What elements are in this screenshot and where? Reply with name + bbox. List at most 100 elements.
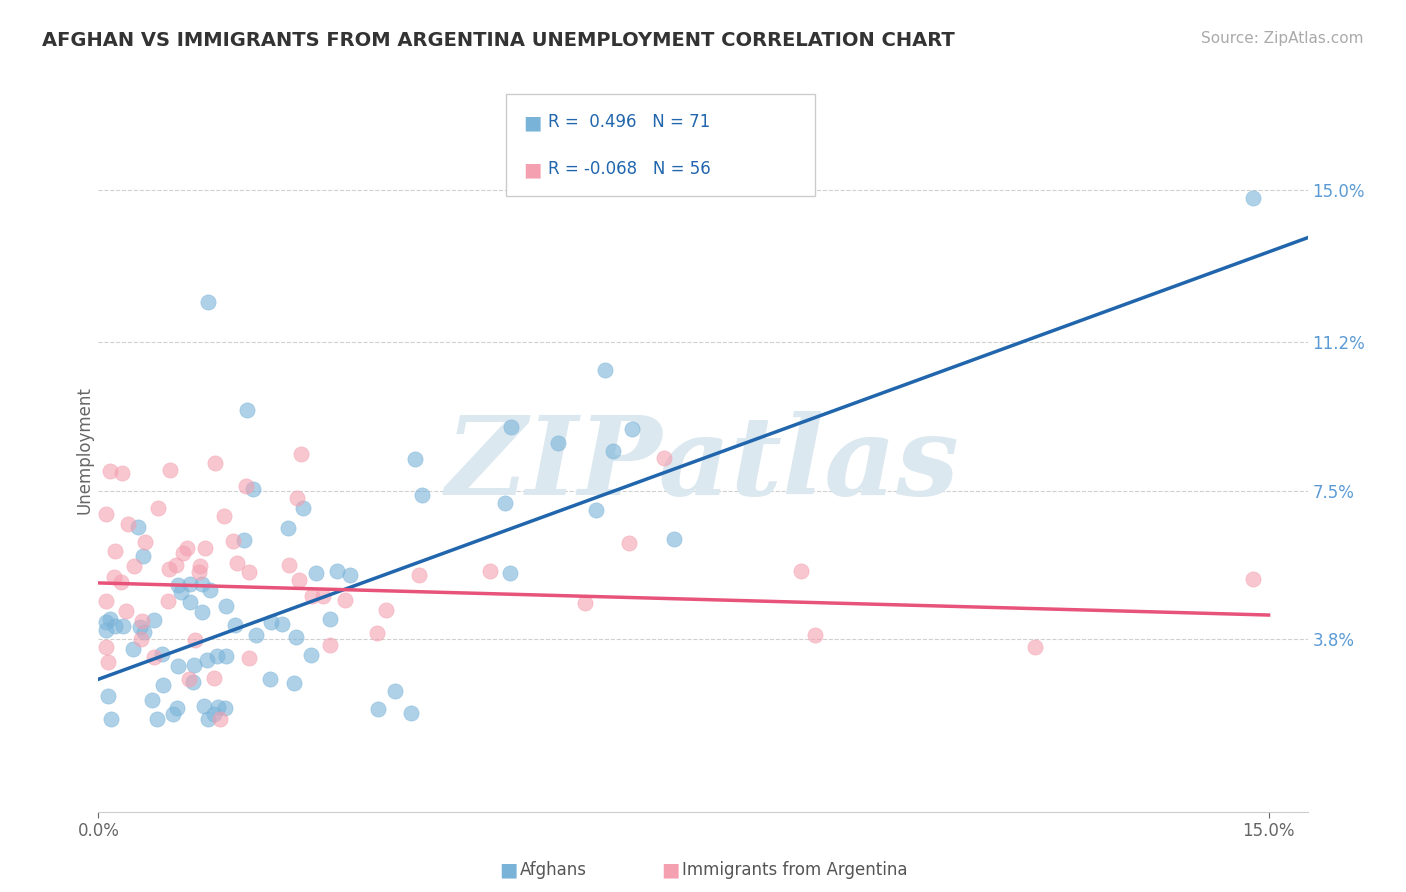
Point xyxy=(291,500,314,515)
Point xyxy=(479,564,502,578)
Point xyxy=(287,491,309,505)
Point xyxy=(134,535,156,549)
Point xyxy=(117,516,139,531)
Point xyxy=(170,585,193,599)
Point xyxy=(245,627,267,641)
Point xyxy=(172,546,194,560)
Point xyxy=(277,521,299,535)
Point xyxy=(585,503,607,517)
Point xyxy=(134,625,156,640)
Point xyxy=(404,452,426,467)
Point xyxy=(152,678,174,692)
Point xyxy=(374,603,396,617)
Point xyxy=(242,482,264,496)
Point xyxy=(184,633,207,648)
Point xyxy=(214,648,236,663)
Point xyxy=(1024,640,1046,655)
Point xyxy=(499,566,522,580)
Point xyxy=(193,699,215,714)
Point xyxy=(127,520,149,534)
Point xyxy=(148,501,170,516)
Text: ■: ■ xyxy=(661,860,679,880)
Text: ■: ■ xyxy=(523,160,541,179)
Point xyxy=(128,620,150,634)
Text: Source: ZipAtlas.com: Source: ZipAtlas.com xyxy=(1201,31,1364,46)
Point xyxy=(271,617,294,632)
Point xyxy=(132,549,155,563)
Point xyxy=(494,496,516,510)
Point xyxy=(188,566,211,580)
Point xyxy=(408,568,430,582)
Point xyxy=(96,640,118,655)
Text: ZIPatlas: ZIPatlas xyxy=(446,411,960,518)
Point xyxy=(190,605,212,619)
Point xyxy=(179,672,201,686)
Point xyxy=(166,701,188,715)
Point xyxy=(399,706,422,720)
Point xyxy=(129,632,152,646)
Point xyxy=(197,712,219,726)
Point xyxy=(367,702,389,716)
Point xyxy=(143,650,166,665)
Point xyxy=(159,463,181,477)
Point xyxy=(96,615,118,629)
Point xyxy=(209,712,232,726)
Point xyxy=(595,363,617,377)
Point xyxy=(299,648,322,663)
Y-axis label: Unemployment: Unemployment xyxy=(76,386,94,515)
Point xyxy=(804,628,827,642)
Point xyxy=(333,592,356,607)
Point xyxy=(121,642,143,657)
Point xyxy=(142,613,165,627)
Point xyxy=(290,448,312,462)
Point xyxy=(198,582,221,597)
Point xyxy=(110,466,132,480)
Point xyxy=(202,671,225,685)
Point xyxy=(194,541,217,555)
Point xyxy=(145,712,167,726)
Point xyxy=(212,508,235,523)
Point xyxy=(238,566,260,580)
Text: Immigrants from Argentina: Immigrants from Argentina xyxy=(682,861,907,879)
Point xyxy=(305,566,328,580)
Point xyxy=(222,534,245,549)
Point xyxy=(183,658,205,673)
Point xyxy=(100,712,122,726)
Point xyxy=(179,595,201,609)
Point xyxy=(202,706,225,721)
Point xyxy=(166,558,188,572)
Point xyxy=(226,556,249,570)
Point xyxy=(97,690,120,704)
Text: ■: ■ xyxy=(499,860,517,880)
Point xyxy=(215,599,238,614)
Point xyxy=(96,623,118,637)
Point xyxy=(103,569,125,583)
Point xyxy=(110,574,132,589)
Point xyxy=(197,294,219,310)
Point xyxy=(1241,191,1264,205)
Point xyxy=(131,615,153,629)
Point xyxy=(301,589,323,603)
Point xyxy=(259,673,281,687)
Point xyxy=(207,649,229,664)
Point xyxy=(115,604,138,618)
Point xyxy=(156,593,179,607)
Text: R =  0.496   N = 71: R = 0.496 N = 71 xyxy=(548,113,710,131)
Point xyxy=(284,630,307,644)
Point xyxy=(96,507,118,521)
Point xyxy=(96,594,118,608)
Text: R = -0.068   N = 56: R = -0.068 N = 56 xyxy=(548,160,711,178)
Point xyxy=(1241,572,1264,586)
Point xyxy=(312,589,335,603)
Point xyxy=(288,573,311,587)
Point xyxy=(602,443,624,458)
Point xyxy=(319,612,342,626)
Point xyxy=(366,626,388,640)
Point xyxy=(789,564,811,578)
Point xyxy=(319,638,342,652)
Point xyxy=(233,533,256,548)
Point xyxy=(179,577,201,591)
Point xyxy=(97,656,120,670)
Point xyxy=(181,674,204,689)
Point xyxy=(188,558,211,573)
